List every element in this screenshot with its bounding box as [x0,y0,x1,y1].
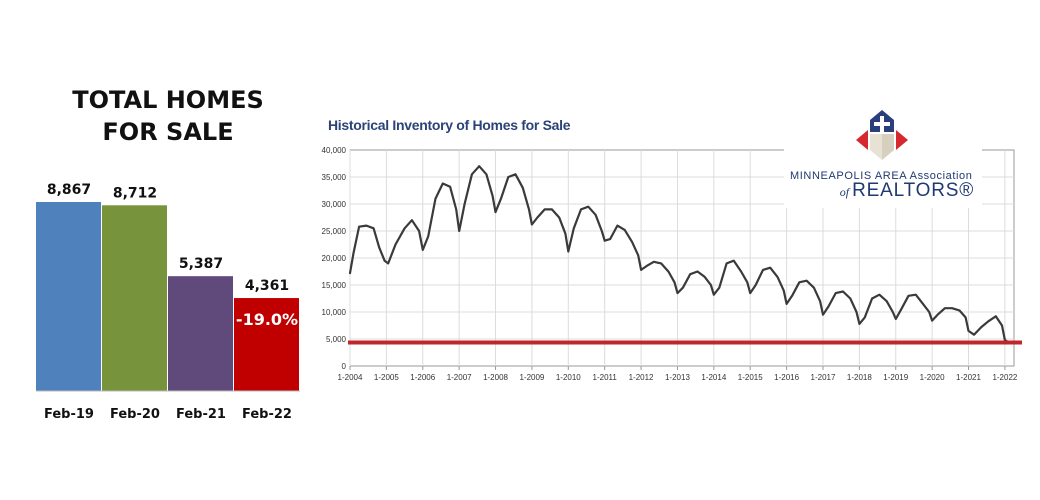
x-tick-label: 1-2017 [811,373,836,382]
bar-feb-20 [102,205,167,391]
x-tick-label: 1-2011 [593,373,618,382]
x-tick-label: 1-2007 [447,373,472,382]
bar-change-annotation: -19.0% [236,310,298,329]
x-tick-label: 1-2010 [556,373,581,382]
y-tick-label: 25,000 [322,227,347,236]
x-tick-label: 1-2014 [701,373,726,382]
bar-value-label: 5,387 [179,256,223,272]
logo-text-realtors: of REALTORS® [840,180,974,202]
bar-category-label: Feb-19 [44,407,94,422]
bar-feb-22 [234,298,299,391]
y-tick-label: 20,000 [322,254,347,263]
x-tick-label: 1-2018 [847,373,872,382]
line-chart-title: Historical Inventory of Homes for Sale [328,117,571,133]
y-tick-label: 30,000 [322,200,347,209]
bar-chart: 8,867 Feb-19 8,712 Feb-20 5,387 Feb-21 4,361 Fe… [36,182,300,422]
bar-category-label: Feb-22 [242,407,292,422]
bar-feb-21 [168,276,233,391]
x-tick-label: 1-2019 [883,373,908,382]
x-tick-label: 1-2020 [920,373,945,382]
x-tick-label: 1-2009 [519,373,544,382]
x-tick-label: 1-2004 [338,373,363,382]
x-tick-label: 1-2005 [374,373,399,382]
x-tick-label: 1-2022 [992,373,1017,382]
bar-category-label: Feb-21 [176,407,226,422]
x-tick-label: 1-2008 [483,373,508,382]
logo-text-of: of [839,185,850,199]
bar-chart-title-line-1: TOTAL HOMES [72,86,264,114]
bar-value-label: 8,867 [47,182,91,198]
y-tick-label: 15,000 [322,281,347,290]
bar-chart-title-line-2: FOR SALE [102,118,234,146]
x-tick-label: 1-2021 [956,373,981,382]
y-tick-label: 35,000 [322,173,347,182]
bar-value-label: 4,361 [245,278,289,294]
y-tick-label: 10,000 [322,308,347,317]
x-tick-label: 1-2013 [665,373,690,382]
bar-category-label: Feb-20 [110,407,160,422]
y-tick-label: 5,000 [326,335,347,344]
x-tick-label: 1-2006 [410,373,435,382]
x-tick-label: 1-2015 [738,373,763,382]
bar-chart-title: TOTAL HOMES FOR SALE [40,84,296,148]
y-tick-label: 40,000 [322,146,347,155]
bar-value-label: 8,712 [113,185,157,201]
x-tick-label: 1-2012 [629,373,654,382]
house-emblem-icon [856,110,908,160]
y-tick-label: 0 [342,362,347,371]
logo-text-association: MINNEAPOLIS AREA Association [790,170,973,182]
realtors-logo: MINNEAPOLIS AREA Association of REALTORS® [784,110,982,208]
logo-text-realtors-word: REALTORS® [852,180,974,201]
bar-feb-19 [36,202,101,391]
x-tick-label: 1-2016 [774,373,799,382]
inventory-series-line [348,165,1010,344]
